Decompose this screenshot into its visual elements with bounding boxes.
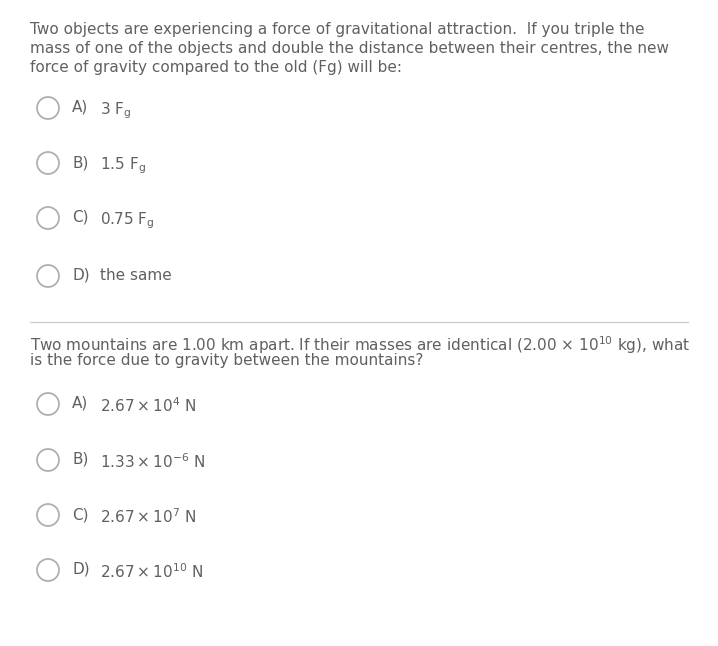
Text: B): B) <box>72 155 88 170</box>
Text: Two objects are experiencing a force of gravitational attraction.  If you triple: Two objects are experiencing a force of … <box>30 22 645 37</box>
Text: $2.67 \times 10^{7}$ N: $2.67 \times 10^{7}$ N <box>100 507 196 526</box>
Text: $2.67 \times 10^{4}$ N: $2.67 \times 10^{4}$ N <box>100 396 196 415</box>
Text: C): C) <box>72 210 88 225</box>
Text: $1.5\ \mathregular{F}_{\mathregular{g}}$: $1.5\ \mathregular{F}_{\mathregular{g}}$ <box>100 155 146 176</box>
Text: Two mountains are 1.00 km apart. If their masses are identical (2.00 × 10$^{10}$: Two mountains are 1.00 km apart. If thei… <box>30 334 690 356</box>
Text: D): D) <box>72 562 90 577</box>
Text: A): A) <box>72 100 88 115</box>
Text: D): D) <box>72 268 90 283</box>
Text: C): C) <box>72 507 88 522</box>
Text: $0.75\ \mathregular{F}_{\mathregular{g}}$: $0.75\ \mathregular{F}_{\mathregular{g}}… <box>100 210 154 231</box>
Text: $3\ \mathregular{F}_{\mathregular{g}}$: $3\ \mathregular{F}_{\mathregular{g}}$ <box>100 100 131 121</box>
Text: the same: the same <box>100 268 172 283</box>
Text: $2.67 \times 10^{10}$ N: $2.67 \times 10^{10}$ N <box>100 562 203 581</box>
Text: is the force due to gravity between the mountains?: is the force due to gravity between the … <box>30 353 424 368</box>
Text: force of gravity compared to the old (Fg) will be:: force of gravity compared to the old (Fg… <box>30 60 402 75</box>
Text: B): B) <box>72 452 88 467</box>
Text: $1.33 \times 10^{-6}$ N: $1.33 \times 10^{-6}$ N <box>100 452 205 471</box>
Text: A): A) <box>72 396 88 411</box>
Text: mass of one of the objects and double the distance between their centres, the ne: mass of one of the objects and double th… <box>30 41 669 56</box>
